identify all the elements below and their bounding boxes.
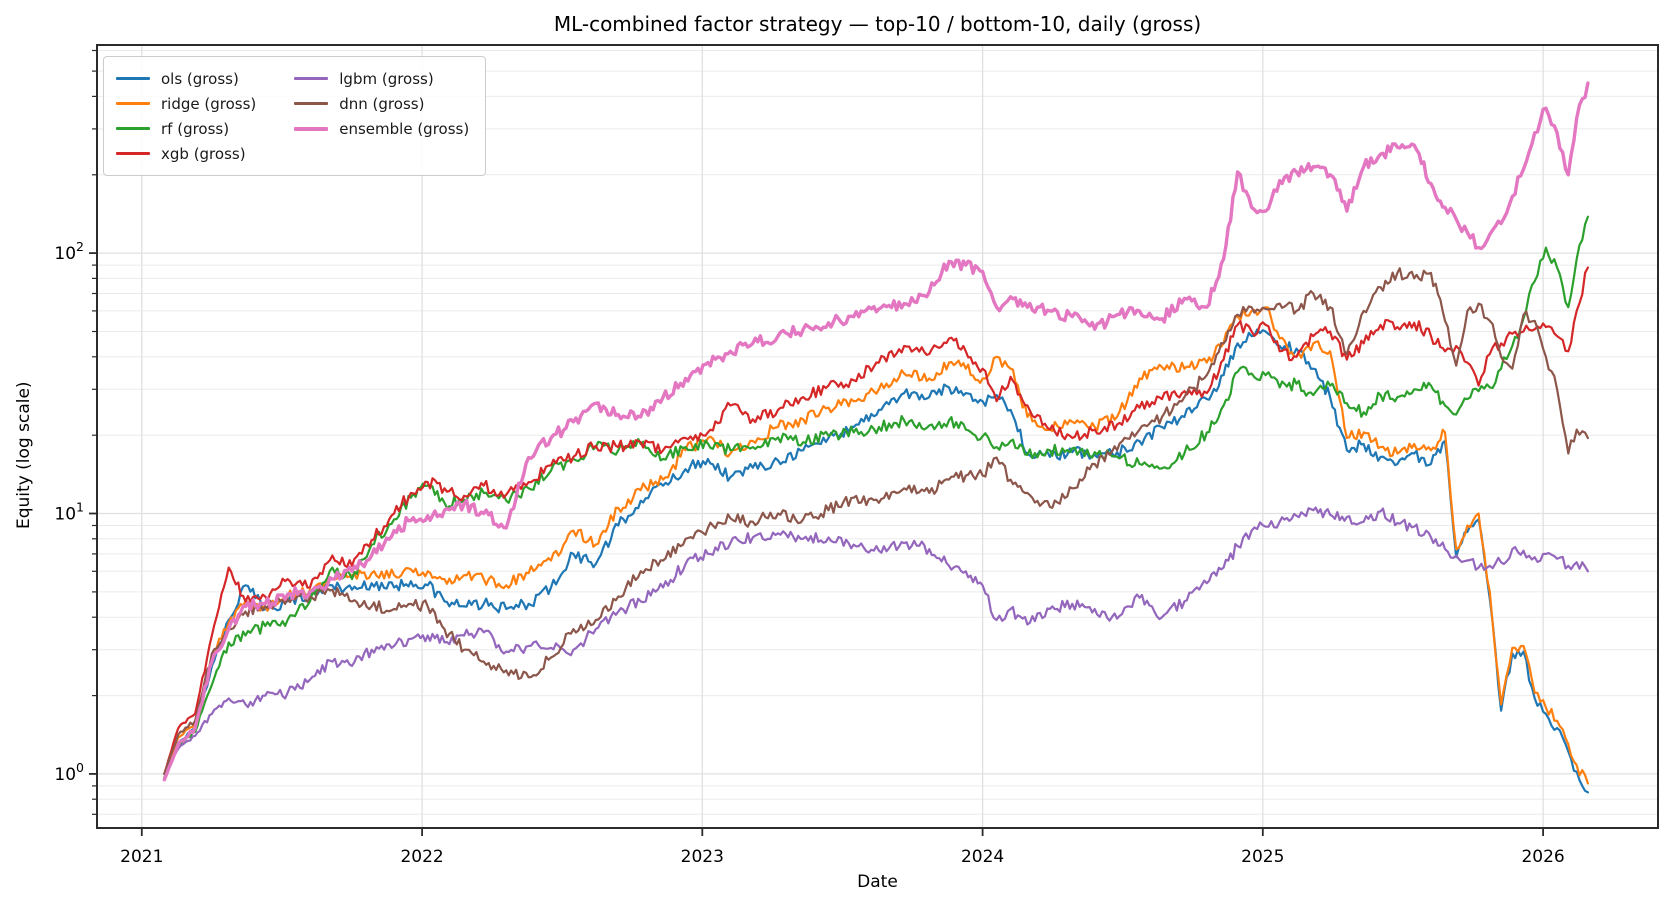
series-line-lgbm-gross	[163, 506, 1590, 776]
legend-swatch-ols-gross	[116, 77, 150, 80]
legend-swatch-ensemble-gross	[294, 126, 329, 131]
legend-item-lgbm-gross: lgbm (gross)	[294, 70, 469, 88]
legend-label-ridge-gross: ridge (gross)	[161, 94, 257, 113]
legend-item-xgb-gross: xgb (gross)	[116, 145, 256, 163]
axes-spines	[96, 44, 1659, 829]
y-tick-label: 100	[54, 760, 84, 785]
legend-swatch-xgb-gross	[116, 152, 150, 155]
legend-label-lgbm-gross: lgbm (gross)	[339, 69, 434, 88]
chart-title: ML-combined factor strategy — top-10 / b…	[553, 12, 1202, 36]
x-tick-label: 2023	[681, 847, 724, 867]
legend-item-rf-gross: rf (gross)	[116, 120, 256, 138]
legend: ols (gross) ridge (gross) rf (gross) xgb (g…	[103, 56, 487, 176]
legend-item-ols-gross: ols (gross)	[116, 70, 256, 88]
legend-swatch-dnn-gross	[294, 102, 329, 105]
x-axis-label: Date	[857, 872, 898, 892]
legend-swatch-lgbm-gross	[294, 77, 329, 80]
series-line-ridge-gross	[163, 306, 1590, 785]
x-tick-label: 2022	[400, 847, 443, 867]
series-lines	[162, 81, 1590, 794]
y-tick-label: 101	[54, 500, 84, 525]
axis-ticks: 2021 2022 2023 2024 2025 2026 100 101 102	[54, 49, 1565, 867]
series-line-dnn-gross	[163, 267, 1590, 776]
series-line-xgb-gross	[163, 266, 1590, 776]
legend-item-dnn-gross: dnn (gross)	[294, 95, 469, 113]
x-tick-label: 2024	[961, 847, 1004, 867]
series-line-rf-gross	[163, 215, 1590, 779]
legend-label-ensemble-gross: ensemble (gross)	[339, 119, 470, 138]
x-tick-label: 2025	[1241, 847, 1284, 867]
legend-label-ols-gross: ols (gross)	[161, 69, 239, 88]
legend-item-ridge-gross: ridge (gross)	[116, 95, 256, 113]
x-tick-label: 2021	[120, 847, 163, 867]
legend-label-dnn-gross: dnn (gross)	[339, 94, 425, 113]
legend-swatch-rf-gross	[116, 127, 150, 130]
legend-label-xgb-gross: xgb (gross)	[161, 144, 246, 163]
legend-item-ensemble-gross: ensemble (gross)	[294, 120, 469, 138]
y-tick-label: 102	[54, 239, 84, 264]
series-line-ols-gross	[163, 328, 1590, 794]
legend-label-rf-gross: rf (gross)	[161, 119, 230, 138]
gridlines	[97, 45, 1658, 828]
legend-swatch-ridge-gross	[116, 102, 150, 105]
x-tick-label: 2026	[1521, 847, 1564, 867]
series-line-ensemble-gross	[162, 81, 1590, 782]
